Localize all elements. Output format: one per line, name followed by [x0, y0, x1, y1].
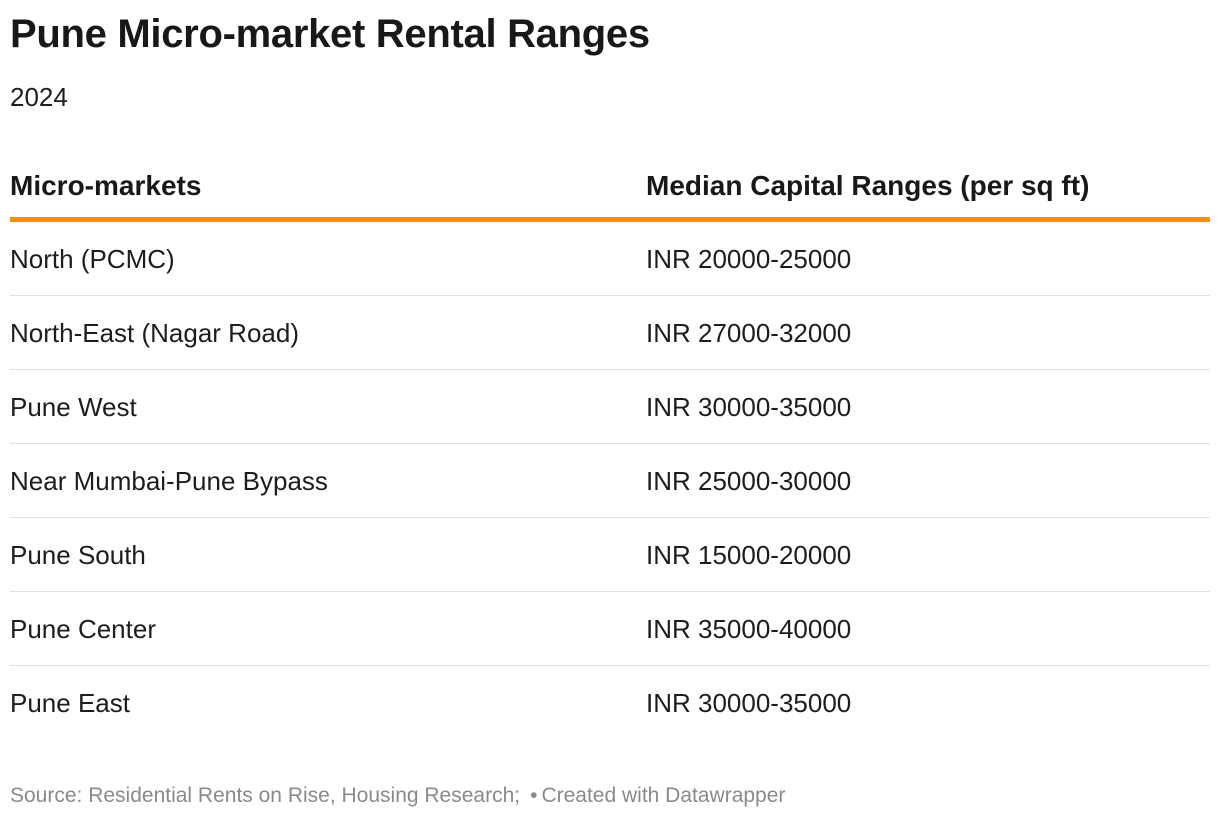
micro-market-cell: Pune East — [10, 688, 130, 718]
table-row: Pune West INR 30000-35000 — [10, 370, 1210, 444]
table-row: Pune East INR 30000-35000 — [10, 666, 1210, 740]
capital-range-cell: INR 30000-35000 — [646, 688, 852, 718]
table-header: Micro-markets Median Capital Ranges (per… — [10, 150, 1210, 222]
capital-range-cell: INR 20000-25000 — [646, 244, 852, 274]
capital-range-cell: INR 25000-30000 — [646, 466, 852, 496]
capital-range-cell: INR 27000-32000 — [646, 318, 852, 348]
table-row: North (PCMC) INR 20000-25000 — [10, 222, 1210, 296]
footer-separator: • — [530, 784, 538, 807]
column-header-median-capital-ranges: Median Capital Ranges (per sq ft) — [646, 170, 1090, 201]
chart-footer: Source: Residential Rents on Rise, Housi… — [10, 784, 785, 808]
micro-market-cell: North-East (Nagar Road) — [10, 318, 299, 348]
micro-market-cell: Pune Center — [10, 614, 156, 644]
capital-range-cell: INR 35000-40000 — [646, 614, 852, 644]
table-row: Near Mumbai-Pune Bypass INR 25000-30000 — [10, 444, 1210, 518]
table-row: Pune South INR 15000-20000 — [10, 518, 1210, 592]
capital-range-cell: INR 30000-35000 — [646, 392, 852, 422]
column-header-micro-markets: Micro-markets — [10, 170, 202, 201]
source-note: Source: Residential Rents on Rise, Housi… — [10, 784, 521, 807]
micro-market-cell: North (PCMC) — [10, 244, 175, 274]
table-row: Pune Center INR 35000-40000 — [10, 592, 1210, 666]
micro-market-cell: Pune West — [10, 392, 137, 422]
micro-market-cell: Pune South — [10, 540, 146, 570]
chart-subtitle: 2024 — [10, 82, 68, 112]
table-row: North-East (Nagar Road) INR 27000-32000 — [10, 296, 1210, 370]
datawrapper-credit-link[interactable]: Created with Datawrapper — [541, 784, 786, 807]
capital-range-cell: INR 15000-20000 — [646, 540, 852, 570]
data-table: Micro-markets Median Capital Ranges (per… — [10, 150, 1210, 740]
chart-title: Pune Micro-market Rental Ranges — [10, 12, 650, 56]
micro-market-cell: Near Mumbai-Pune Bypass — [10, 466, 328, 496]
